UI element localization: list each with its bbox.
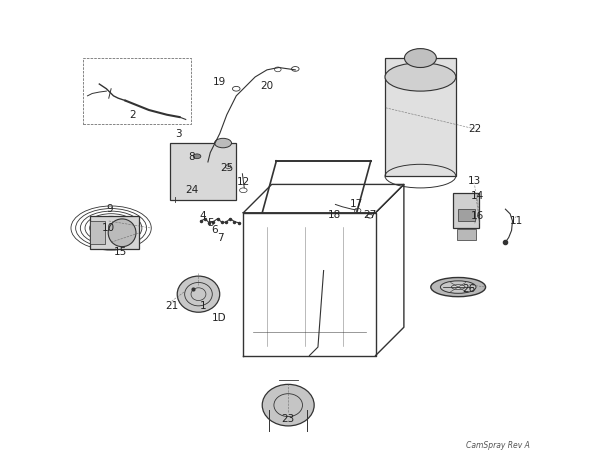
Text: CamSpray Rev A: CamSpray Rev A xyxy=(466,441,530,450)
Text: 18: 18 xyxy=(328,210,341,220)
Text: 1D: 1D xyxy=(211,313,226,323)
Bar xyxy=(90,221,105,244)
Text: 9: 9 xyxy=(107,204,113,214)
Text: 26: 26 xyxy=(463,285,476,294)
Text: 3: 3 xyxy=(175,129,181,139)
Text: 14: 14 xyxy=(471,191,484,201)
Text: 1: 1 xyxy=(200,301,206,311)
Bar xyxy=(385,58,456,176)
Ellipse shape xyxy=(404,48,436,67)
Text: 27: 27 xyxy=(363,210,377,220)
Text: 20: 20 xyxy=(260,81,274,91)
Text: 12: 12 xyxy=(237,177,250,187)
Ellipse shape xyxy=(440,281,476,294)
Text: 7: 7 xyxy=(217,233,224,244)
Ellipse shape xyxy=(193,154,201,159)
Bar xyxy=(90,216,139,249)
Text: 15: 15 xyxy=(114,247,127,256)
Text: 17: 17 xyxy=(350,200,363,209)
Ellipse shape xyxy=(451,285,465,289)
Text: 23: 23 xyxy=(281,414,295,424)
Text: 8: 8 xyxy=(188,152,195,162)
Ellipse shape xyxy=(431,277,485,297)
Ellipse shape xyxy=(177,276,220,312)
Bar xyxy=(457,229,476,240)
Text: 22: 22 xyxy=(468,124,481,134)
Text: 13: 13 xyxy=(468,176,481,186)
Text: 5: 5 xyxy=(207,218,214,228)
Bar xyxy=(458,209,475,221)
Text: 6: 6 xyxy=(212,226,218,236)
Ellipse shape xyxy=(215,138,232,148)
Text: 10: 10 xyxy=(102,223,115,233)
Text: 25: 25 xyxy=(220,162,233,172)
Ellipse shape xyxy=(108,219,136,247)
Text: 21: 21 xyxy=(165,301,178,311)
Text: 19: 19 xyxy=(213,76,226,86)
Text: 4: 4 xyxy=(200,211,206,221)
Ellipse shape xyxy=(262,384,314,426)
Bar xyxy=(170,143,236,200)
Bar xyxy=(454,193,479,228)
Ellipse shape xyxy=(385,63,456,91)
Text: 16: 16 xyxy=(470,211,484,221)
Text: 24: 24 xyxy=(185,185,198,195)
Ellipse shape xyxy=(106,225,117,231)
Text: 11: 11 xyxy=(509,216,523,226)
Text: 2: 2 xyxy=(129,110,136,120)
